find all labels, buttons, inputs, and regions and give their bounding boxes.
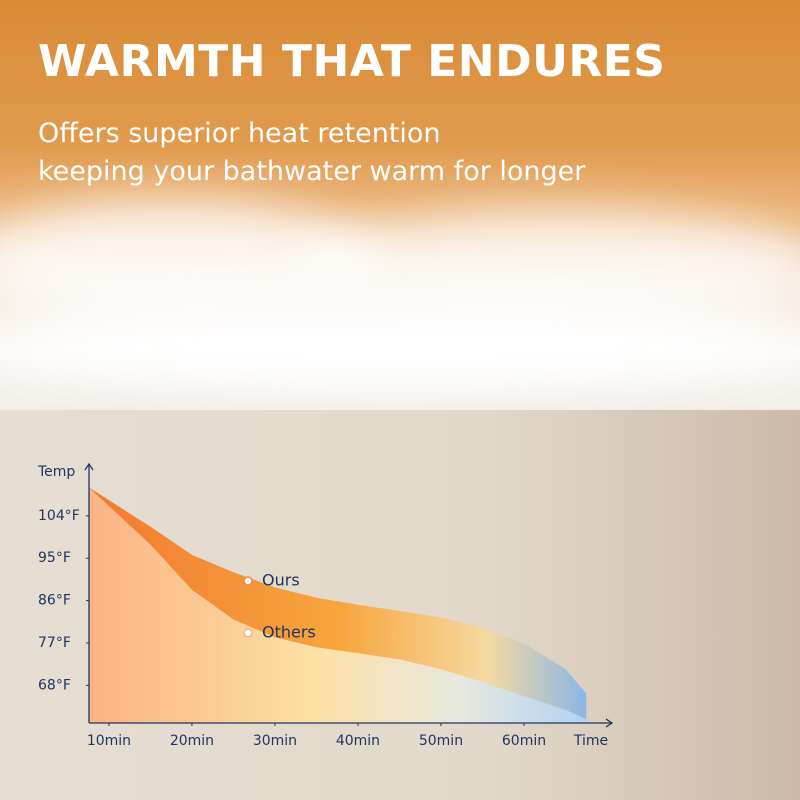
y-tick-label: 104°F — [38, 508, 80, 524]
y-axis-label: Temp — [37, 464, 75, 480]
subtitle: Offers superior heat retention — [38, 118, 441, 149]
x-axis-label: Time — [573, 733, 608, 749]
y-tick-label: 68°F — [38, 677, 71, 693]
steam — [0, 300, 800, 390]
x-tick-label: 20min — [170, 733, 214, 749]
legend-label: Others — [262, 623, 316, 642]
x-tick-label: 40min — [336, 733, 380, 749]
x-tick-label: 30min — [253, 733, 297, 749]
title: WARMTH THAT ENDURES — [38, 36, 666, 87]
axis-arrow — [605, 718, 614, 728]
legend-marker — [243, 576, 253, 586]
x-tick-label: 50min — [419, 733, 463, 749]
area — [89, 487, 587, 723]
axis-arrow — [84, 462, 94, 471]
legend-label: Ours — [262, 571, 300, 590]
y-tick-label: 95°F — [38, 550, 71, 566]
x-tick-label: 10min — [87, 733, 131, 749]
legend-marker — [243, 628, 253, 638]
y-tick-label: 77°F — [38, 635, 71, 651]
subtitle: keeping your bathwater warm for longer — [38, 156, 586, 187]
x-tick-label: 60min — [502, 733, 546, 749]
y-tick-label: 86°F — [38, 593, 71, 609]
